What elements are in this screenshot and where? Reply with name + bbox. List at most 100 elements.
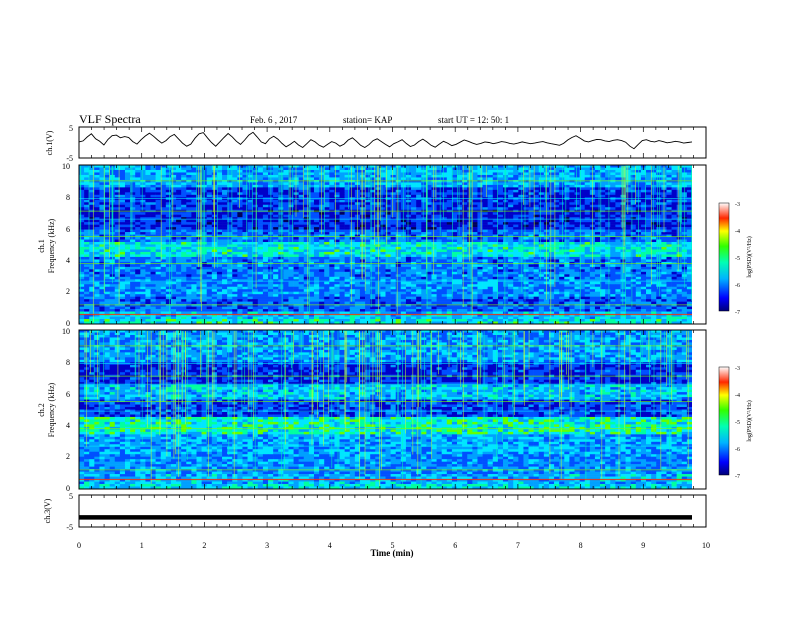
spectrogram-cell (350, 177, 355, 180)
spectrogram-cell (513, 257, 518, 260)
spectrogram-cell (549, 207, 554, 210)
spectrogram-cell (447, 222, 452, 225)
spectrogram-cell (299, 257, 304, 260)
spectrogram-cell (396, 252, 401, 255)
spectrogram-cell (518, 227, 523, 230)
spectrogram-cell (437, 230, 442, 233)
spectrogram-cell (666, 177, 671, 180)
spectrogram-cell (222, 192, 227, 195)
spectrogram-cell (672, 200, 677, 203)
spectrogram-cell (651, 240, 656, 243)
spectrogram-cell (610, 180, 615, 183)
spectrogram-cell (605, 192, 610, 195)
spectrogram-cell (498, 180, 503, 183)
spectrogram-cell (345, 215, 350, 218)
spectrogram-cell (585, 175, 590, 178)
spectrogram-cell (488, 192, 493, 195)
spectrogram-cell (273, 242, 278, 245)
spectrogram-cell (125, 192, 130, 195)
spectrogram-cell (503, 242, 508, 245)
spectrogram-cell (94, 225, 99, 228)
spectrogram-cell (120, 259, 125, 262)
spectrogram-cell (631, 232, 636, 235)
spectrogram-cell (467, 247, 472, 250)
spectrogram-cell (345, 220, 350, 223)
spectrogram-cell (125, 170, 130, 173)
spectrogram-cell (191, 259, 196, 262)
spectrogram-cell (232, 180, 237, 183)
spectrogram-cell (151, 200, 156, 203)
spectrogram-cell (283, 227, 288, 230)
spectrogram-cell (457, 182, 462, 185)
spectrogram-cell (79, 205, 84, 208)
spectrogram-cell (549, 187, 554, 190)
spectrogram-cell (273, 247, 278, 250)
spectrogram-cell (380, 200, 385, 203)
spectrogram-cell (620, 172, 625, 175)
spectrogram-cell (105, 205, 110, 208)
spectrogram-cell (380, 240, 385, 243)
spectrogram-cell (207, 264, 212, 267)
spectrogram-cell (529, 254, 534, 257)
spectrogram-cell (350, 205, 355, 208)
spectrogram-cell (539, 227, 544, 230)
spectrogram-cell (360, 195, 365, 198)
spectrogram-cell (191, 172, 196, 175)
spectrogram-cell (585, 187, 590, 190)
spectrogram-cell (595, 167, 600, 170)
spectrogram-cell (437, 242, 442, 245)
spectrogram-cell (222, 195, 227, 198)
spectrogram-cell (105, 264, 110, 267)
spectrogram-cell (135, 252, 140, 255)
spectrogram-cell (595, 190, 600, 193)
spectrogram-cell (125, 247, 130, 250)
spectrogram-cell (488, 190, 493, 193)
spectrogram-cell (656, 237, 661, 240)
spectrogram-cell (130, 252, 135, 255)
spectrogram-cell (105, 185, 110, 188)
spectrogram-cell (498, 252, 503, 255)
spectrogram-cell (294, 257, 299, 260)
spectrogram-cell (273, 187, 278, 190)
spectrogram-cell (559, 185, 564, 188)
spectrogram-cell (196, 254, 201, 257)
spectrogram-cell (472, 172, 477, 175)
spectrogram-cell (207, 225, 212, 228)
spectrogram-cell (140, 182, 145, 185)
spectrogram-cell (483, 254, 488, 257)
spectrogram-cell (191, 187, 196, 190)
spectrogram-cell (375, 257, 380, 260)
spectrogram-cell (529, 207, 534, 210)
spectrogram-cell (585, 247, 590, 250)
spectrogram-cell (304, 215, 309, 218)
spectrogram-cell (380, 192, 385, 195)
spectrogram-cell (620, 187, 625, 190)
spectrogram-cell (595, 222, 600, 225)
spectrogram-cell (483, 215, 488, 218)
spectrogram-cell (156, 232, 161, 235)
spectrogram-cell (283, 230, 288, 233)
spectrogram-cell (380, 207, 385, 210)
spectrogram-cell (585, 192, 590, 195)
spectrogram-cell (196, 242, 201, 245)
spectrogram-cell (232, 192, 237, 195)
spectrogram-cell (263, 212, 268, 215)
spectrogram-cell (340, 220, 345, 223)
spectrogram-cell (457, 192, 462, 195)
spectrogram-cell (610, 252, 615, 255)
spectrogram-cell (595, 185, 600, 188)
spectrogram-cell (523, 220, 528, 223)
spectrogram-cell (145, 202, 150, 205)
spectrogram-cell (283, 257, 288, 260)
spectrogram-cell (181, 240, 186, 243)
spectrogram-cell (314, 170, 319, 173)
spectrogram-cell (222, 240, 227, 243)
spectrogram-cell (523, 232, 528, 235)
spectrogram-cell (125, 182, 130, 185)
spectrogram-cell (84, 247, 89, 250)
spectrogram-cell (375, 259, 380, 262)
spectrogram-cell (355, 242, 360, 245)
spectrogram-cell (411, 220, 416, 223)
spectrogram-cell (564, 187, 569, 190)
figure-title: VLF Spectra (79, 112, 141, 126)
